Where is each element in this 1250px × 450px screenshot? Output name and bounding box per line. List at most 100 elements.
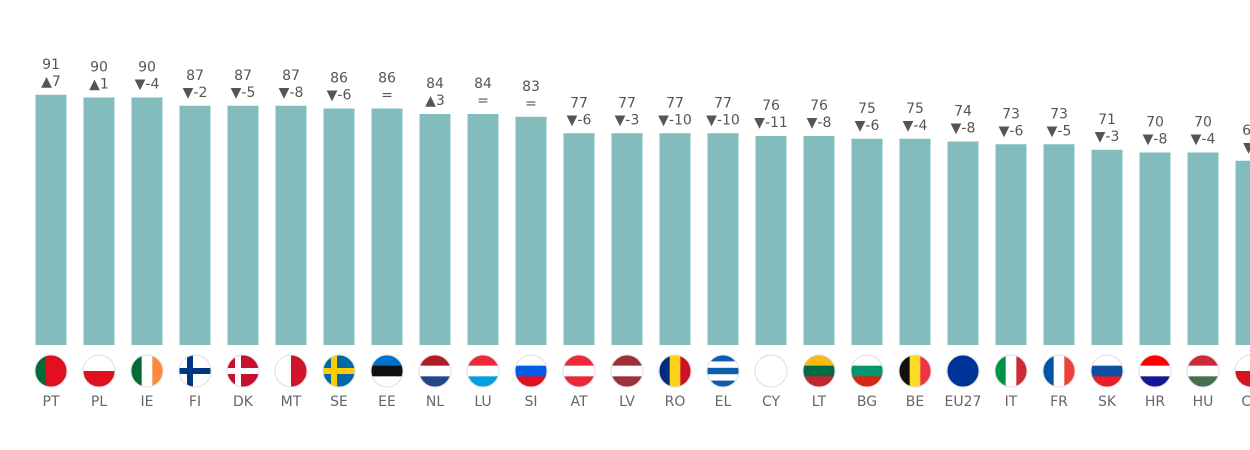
- change-label: ▼-3: [615, 112, 640, 128]
- flag: [275, 355, 307, 387]
- value-label: 73: [1050, 106, 1068, 122]
- flag-stripe: [707, 374, 739, 382]
- value-label: 70: [1194, 115, 1212, 131]
- flag-stripe: [680, 355, 691, 387]
- change-label: ▲1: [89, 77, 109, 93]
- flag: [323, 355, 355, 387]
- x-tick-label: HR: [1145, 394, 1166, 410]
- change-label: ▼-8: [1143, 132, 1168, 148]
- bar: [1091, 149, 1123, 345]
- flag-stripe: [803, 365, 835, 377]
- flag: [515, 355, 547, 387]
- bar: [1235, 160, 1250, 345]
- flag: [755, 355, 787, 387]
- change-label: =: [381, 88, 393, 104]
- x-tick-label: NL: [426, 394, 444, 410]
- x-tick-label: BE: [906, 394, 924, 410]
- flag-stripe: [611, 365, 643, 377]
- bar: [227, 105, 259, 345]
- flag-stripe: [467, 376, 499, 387]
- flag-cross: [179, 368, 211, 374]
- x-tick-label: LT: [812, 394, 827, 410]
- value-label: 75: [858, 101, 876, 117]
- flag: [179, 355, 211, 387]
- flag-stripe: [1043, 355, 1055, 387]
- change-label: ▼-6: [567, 112, 592, 128]
- flag-stripe: [1091, 355, 1123, 367]
- flag-stripe: [669, 355, 681, 387]
- bar: [467, 114, 499, 345]
- flag: [611, 355, 643, 387]
- bar: [131, 97, 163, 345]
- flag-border: [1138, 354, 1172, 388]
- change-label: ▼-2: [183, 85, 208, 101]
- bar: [371, 108, 403, 345]
- value-label: 77: [666, 95, 684, 111]
- flag-stripe: [35, 355, 47, 387]
- flag: [1091, 355, 1123, 387]
- change-label: ▼-5: [1047, 123, 1072, 139]
- flag-stripe: [909, 355, 921, 387]
- value-label: 84: [426, 76, 444, 92]
- value-label: 76: [810, 98, 828, 114]
- flag-border: [34, 354, 68, 388]
- value-label: 84: [474, 76, 492, 92]
- flag-stripe: [1091, 365, 1123, 377]
- x-tick-label: CY: [762, 394, 781, 410]
- flag-stripe: [899, 355, 911, 387]
- flag-stripe: [803, 376, 835, 387]
- x-tick-label: LV: [619, 394, 635, 410]
- flag-border: [370, 354, 404, 388]
- change-label: ▼-3: [1095, 129, 1120, 145]
- bar: [947, 141, 979, 345]
- flag-border: [562, 354, 596, 388]
- flag-stripe: [419, 355, 451, 367]
- flag-border: [418, 354, 452, 388]
- x-tick-label: DK: [233, 394, 254, 410]
- bar: [1139, 152, 1171, 345]
- value-label: 77: [570, 95, 588, 111]
- bar: [899, 138, 931, 345]
- flag-stripe: [611, 376, 643, 387]
- flag-stripe: [515, 365, 547, 377]
- flag: [995, 355, 1027, 387]
- flag-stripe: [755, 355, 787, 387]
- flag-border: [1186, 354, 1220, 388]
- flag-stripe: [1005, 355, 1017, 387]
- flag-stripe: [851, 365, 883, 377]
- flag-border: [1042, 354, 1076, 388]
- x-tick-label: PT: [43, 394, 60, 410]
- flag-stripe: [1139, 355, 1171, 367]
- flag-stripe: [45, 355, 57, 387]
- x-tick-label: EU27: [945, 394, 982, 410]
- change-label: =: [477, 93, 489, 109]
- flag-stripe: [995, 355, 1007, 387]
- bar: [611, 133, 643, 345]
- flag-border: [226, 354, 260, 388]
- bar: [275, 105, 307, 345]
- flag: [35, 355, 67, 387]
- flag-stripe: [611, 355, 643, 367]
- flag: [467, 355, 499, 387]
- flag-border: [274, 354, 308, 388]
- change-label: ▲7: [41, 74, 61, 90]
- flag: [707, 355, 739, 387]
- change-label: ▼-5: [231, 85, 256, 101]
- change-label: ▼-8: [951, 121, 976, 137]
- flag-border: [994, 354, 1028, 388]
- flag-cross: [323, 368, 355, 374]
- flag: [131, 355, 163, 387]
- flag-border: [610, 354, 644, 388]
- value-label: 75: [906, 101, 924, 117]
- x-tick-label: IT: [1005, 394, 1018, 410]
- bar: [179, 105, 211, 345]
- flag: [419, 355, 451, 387]
- flag-stripe: [291, 355, 307, 387]
- flag-border: [754, 354, 788, 388]
- value-label: 90: [90, 60, 108, 76]
- flag-stripe: [419, 365, 451, 377]
- flag-stripe: [803, 355, 835, 367]
- flag-stripe: [920, 355, 931, 387]
- value-label: 77: [618, 95, 636, 111]
- value-label: 91: [42, 57, 60, 73]
